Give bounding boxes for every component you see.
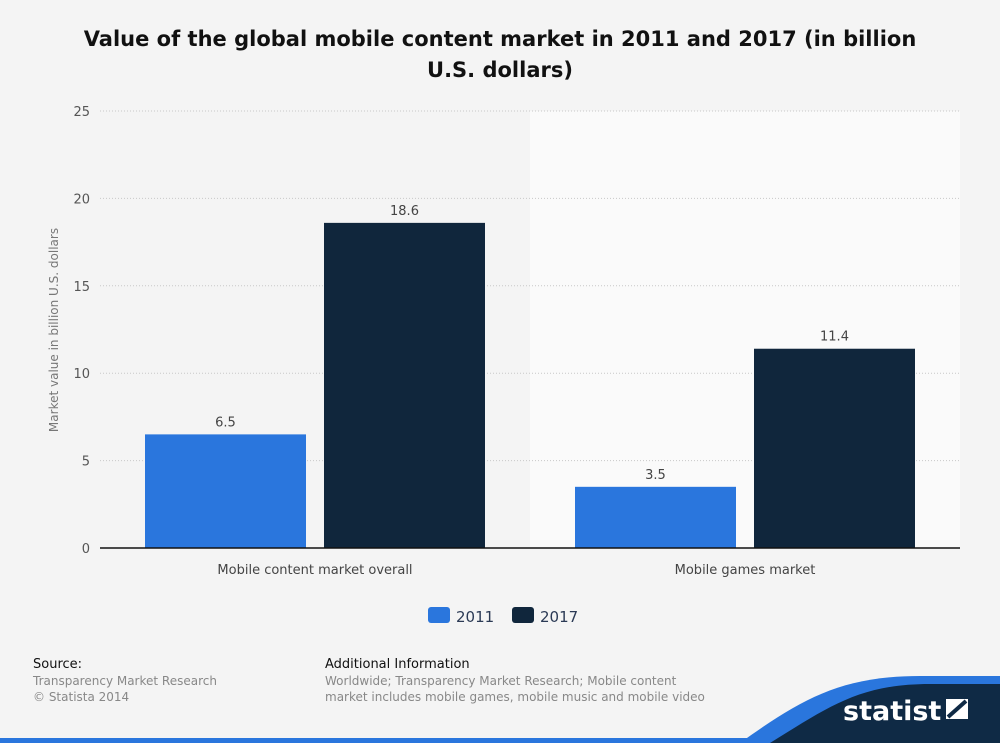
y-tick-label: 10 — [73, 367, 90, 382]
legend-label: 2017 — [540, 608, 578, 626]
y-axis-label: Market value in billion U.S. dollars — [47, 228, 61, 432]
statista-logo-icon — [942, 695, 972, 723]
y-tick-label: 0 — [82, 542, 90, 557]
bar-2017 — [754, 348, 915, 548]
y-tick-label: 25 — [73, 105, 90, 120]
data-label: 18.6 — [390, 204, 419, 219]
bar-2011 — [575, 486, 736, 548]
y-tick-label: 5 — [82, 455, 90, 470]
legend-label: 2011 — [456, 608, 494, 626]
y-tick-label: 15 — [73, 280, 90, 295]
bar-2017 — [324, 222, 485, 548]
data-label: 11.4 — [820, 330, 849, 345]
info-line-2: market includes mobile games, mobile mus… — [325, 690, 705, 704]
chart-title: Value of the global mobile content marke… — [83, 27, 917, 82]
source-block: Source: Transparency Market Research © S… — [33, 657, 217, 705]
statista-logo: statista — [843, 696, 960, 727]
bar-2011 — [145, 434, 306, 548]
source-text: Transparency Market Research — [33, 674, 217, 688]
footer-bar — [0, 738, 1000, 743]
additional-info: Additional Information Worldwide; Transp… — [325, 657, 705, 705]
copyright: © Statista 2014 — [33, 690, 130, 704]
y-tick-label: 20 — [73, 192, 90, 207]
data-label: 6.5 — [215, 415, 236, 430]
legend-swatch — [428, 607, 450, 623]
legend-swatch — [512, 607, 534, 623]
x-tick-label: Mobile games market — [675, 563, 816, 578]
data-label: 3.5 — [645, 468, 666, 483]
info-label: Additional Information — [325, 657, 470, 672]
source-label: Source: — [33, 657, 83, 672]
info-line-1: Worldwide; Transparency Market Research;… — [325, 674, 677, 688]
x-tick-label: Mobile content market overall — [217, 563, 412, 578]
